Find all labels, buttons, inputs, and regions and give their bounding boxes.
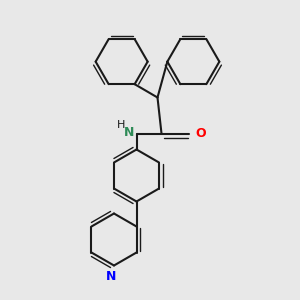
Text: O: O xyxy=(195,127,206,140)
Text: N: N xyxy=(106,269,117,283)
Text: H: H xyxy=(117,119,126,130)
Text: N: N xyxy=(124,125,134,139)
